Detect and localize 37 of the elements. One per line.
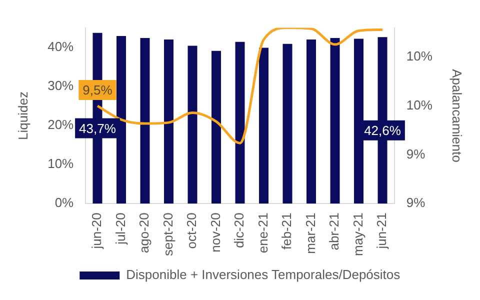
x-tick-label: ago-20 xyxy=(136,212,152,254)
bar xyxy=(282,44,292,204)
data-label: 9,5% xyxy=(82,82,113,98)
data-label: 42,6% xyxy=(364,122,402,138)
x-tick-label: ene-21 xyxy=(255,212,270,254)
data-label: 43,7% xyxy=(79,120,116,136)
x-tick-label: abr-21 xyxy=(326,212,342,250)
bar xyxy=(188,46,198,204)
x-tick-label: jun-21 xyxy=(374,212,390,250)
bar xyxy=(212,50,221,204)
x-tick-label: nov-20 xyxy=(208,212,223,252)
legend-label: Disponible + Inversiones Temporales/Depósitos xyxy=(126,267,401,282)
bar xyxy=(164,40,174,204)
x-tick-label: dic-20 xyxy=(232,212,247,248)
bar xyxy=(306,40,316,204)
y-tick-label: 20% xyxy=(48,117,74,132)
y2-tick-label: 10% xyxy=(406,48,433,64)
y2-tick-label: 10% xyxy=(406,98,433,113)
x-tick-label: sept-20 xyxy=(160,212,176,256)
x-tick-label: jul-20 xyxy=(112,212,128,246)
x-tick-label: jun-20 xyxy=(89,212,104,250)
y2-tick-label: 9% xyxy=(406,146,426,162)
y2-axis-title: Apalancamiento xyxy=(450,69,465,162)
x-tick-label: oct-20 xyxy=(184,212,200,249)
x-tick-label: may-21 xyxy=(350,212,366,256)
y-tick-label: 10% xyxy=(48,156,74,172)
bar xyxy=(235,42,245,204)
y-tick-label: 0% xyxy=(54,195,74,210)
x-tick-label: feb-21 xyxy=(279,212,294,250)
y-axis-title: Liquidez xyxy=(15,92,30,140)
x-tick-label: mar-21 xyxy=(302,212,318,254)
y-tick-label: 40% xyxy=(48,38,74,54)
y2-tick-label: 9% xyxy=(406,195,426,210)
bar xyxy=(259,48,268,204)
bar xyxy=(330,38,340,204)
y-tick-label: 30% xyxy=(48,78,74,93)
bar xyxy=(140,38,150,204)
